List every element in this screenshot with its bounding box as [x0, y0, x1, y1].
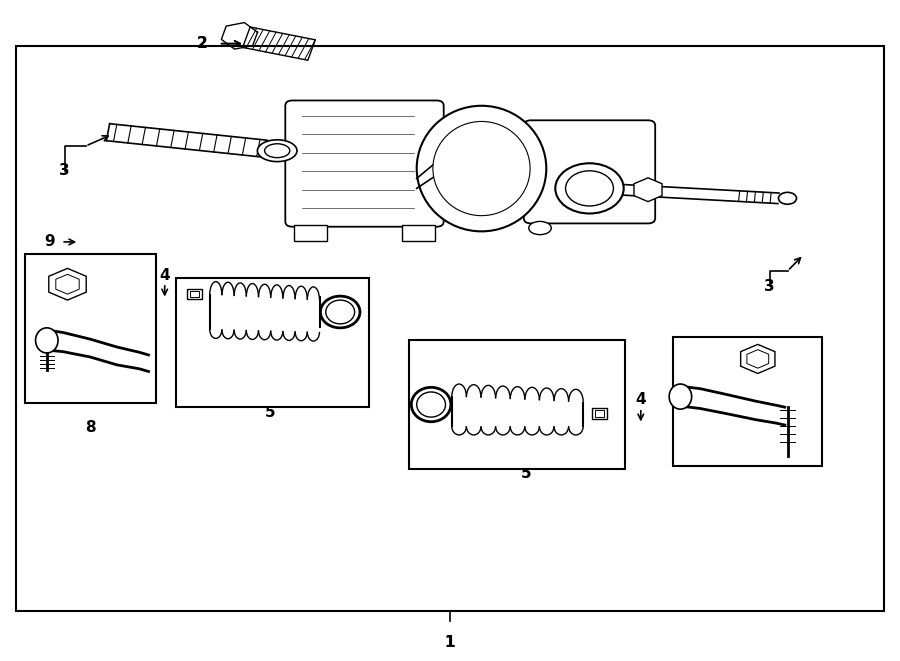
- Ellipse shape: [417, 106, 546, 231]
- Bar: [25, 254, 156, 403]
- Ellipse shape: [326, 300, 355, 324]
- Text: 9: 9: [747, 364, 758, 379]
- Text: 4: 4: [159, 268, 170, 283]
- Ellipse shape: [417, 392, 446, 417]
- Ellipse shape: [565, 171, 614, 206]
- Text: 3: 3: [764, 279, 775, 293]
- Ellipse shape: [778, 192, 796, 204]
- Text: 6: 6: [608, 376, 619, 391]
- Text: 3: 3: [59, 163, 70, 178]
- Bar: [190, 291, 199, 297]
- FancyBboxPatch shape: [524, 120, 655, 223]
- Text: 9: 9: [44, 235, 55, 249]
- Bar: [409, 340, 625, 469]
- Ellipse shape: [265, 143, 290, 158]
- Text: 1: 1: [445, 635, 455, 650]
- Text: 6: 6: [190, 346, 201, 360]
- Bar: [176, 278, 369, 407]
- Ellipse shape: [257, 139, 297, 161]
- Ellipse shape: [555, 163, 624, 214]
- Text: 2: 2: [197, 36, 208, 51]
- Ellipse shape: [669, 384, 691, 409]
- Text: 2: 2: [197, 36, 208, 51]
- Bar: [595, 410, 604, 417]
- Bar: [402, 225, 435, 241]
- Ellipse shape: [35, 328, 58, 353]
- Bar: [187, 289, 202, 299]
- Text: 8: 8: [85, 420, 95, 434]
- Ellipse shape: [411, 387, 451, 422]
- Bar: [16, 46, 884, 611]
- Ellipse shape: [433, 122, 530, 215]
- Bar: [592, 408, 607, 419]
- Text: 7: 7: [460, 421, 471, 436]
- Text: 5: 5: [265, 405, 275, 420]
- Ellipse shape: [529, 221, 551, 235]
- Bar: [673, 337, 822, 466]
- Text: 5: 5: [521, 466, 532, 481]
- Text: 4: 4: [635, 393, 646, 407]
- Text: 8: 8: [736, 401, 747, 416]
- FancyBboxPatch shape: [285, 100, 444, 227]
- Text: 1: 1: [445, 635, 455, 650]
- Ellipse shape: [320, 296, 360, 328]
- Bar: [294, 225, 327, 241]
- Text: 7: 7: [359, 284, 370, 298]
